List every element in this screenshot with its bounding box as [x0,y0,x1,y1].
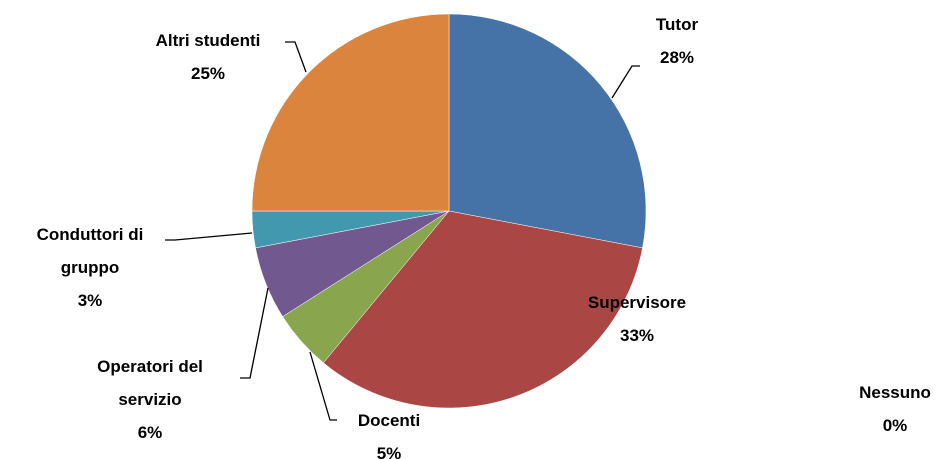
category-name: Tutor [655,15,699,34]
data-label: Conduttori di gruppo 3% [10,218,170,317]
percent-label: 0% [882,416,908,435]
pie-slice [323,210,643,409]
category-name: Operatori del servizio [97,357,203,409]
percent-label: 33% [619,326,655,345]
data-label: Docenti 5% [289,404,489,459]
category-name: Altri studenti [155,31,261,50]
pie-slice [251,13,450,212]
data-label: Supervisore 33% [537,286,737,352]
category-name: Nessuno [859,383,931,402]
leader-line [309,351,337,421]
category-name: Conduttori di gruppo [36,225,144,277]
leader-line [240,287,269,379]
pie-slice [448,13,647,249]
data-label: Nessuno 0% [795,376,944,442]
category-name: Docenti [357,411,421,430]
data-label: Altri studenti 25% [108,24,308,90]
data-label: Operatori del servizio 6% [70,350,230,449]
percent-label: 25% [190,64,226,83]
leader-line [611,65,640,99]
percent-label: 5% [376,444,402,459]
leader-line [285,41,307,73]
category-name: Supervisore [587,293,687,312]
percent-label: 3% [77,291,103,310]
percent-label: 6% [137,423,163,442]
leader-line [165,232,253,241]
data-label: Tutor 28% [577,8,777,74]
percent-label: 28% [659,48,695,67]
